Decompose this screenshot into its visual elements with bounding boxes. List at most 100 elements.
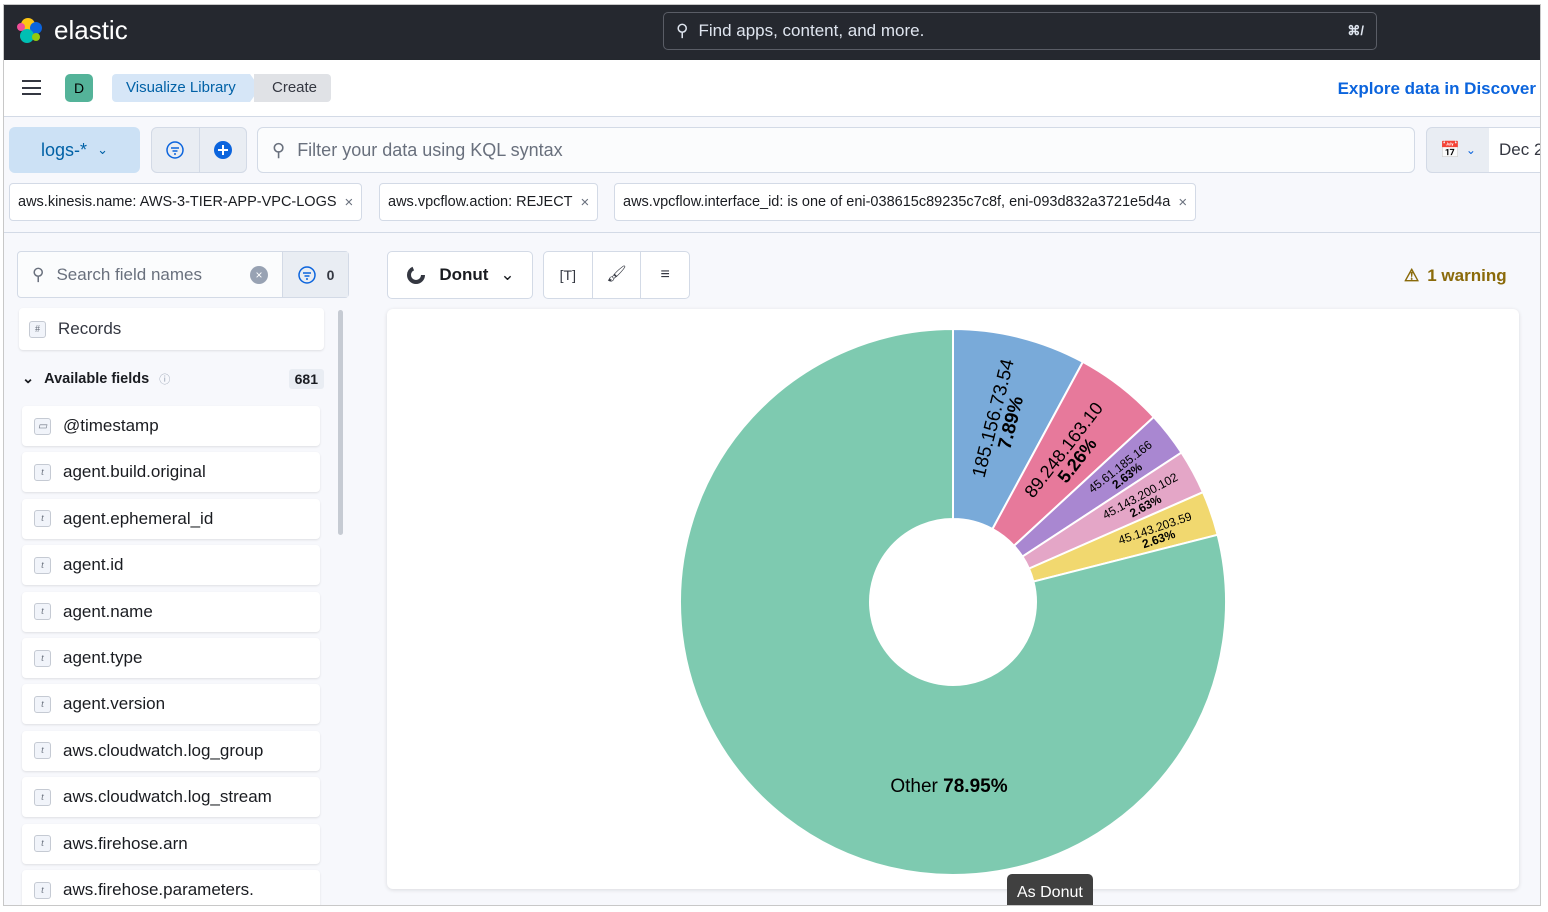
- elastic-logo-icon: [17, 17, 42, 43]
- filter-label: aws.vpcflow.interface_id: is one of eni-…: [623, 194, 1171, 210]
- donut-icon: [407, 266, 426, 284]
- search-placeholder: Find apps, content, and more.: [698, 21, 925, 40]
- field-search[interactable]: ⚲ Search field names × 0: [17, 251, 349, 298]
- field-item[interactable]: t agent.type: [22, 638, 320, 678]
- string-type-icon: t: [34, 649, 51, 667]
- elastic-logo[interactable]: elastic: [16, 15, 128, 46]
- search-icon: ⚲: [272, 139, 286, 160]
- search-icon: ⚲: [676, 21, 689, 40]
- field-item[interactable]: t agent.id: [22, 545, 320, 586]
- field-name: aws.cloudwatch.log_stream: [63, 787, 272, 807]
- add-filter-button[interactable]: [200, 128, 247, 172]
- header-bar: D Visualize Library Create Explore data …: [4, 60, 1540, 117]
- query-bar: logs-* ⌄ ⚲ Filter your data using KQL synt…: [4, 117, 1540, 233]
- brand-name: elastic: [54, 15, 128, 45]
- tooltip: As Donut: [1007, 874, 1093, 905]
- chevron-down-icon: ⌄: [97, 142, 108, 157]
- donut-chart[interactable]: 185.156.73.547.89%89.248.163.105.26%45.6…: [387, 309, 1519, 889]
- global-search-input[interactable]: ⚲ Find apps, content, and more. ⌘/: [663, 12, 1377, 50]
- warning-icon: ⚠: [1404, 266, 1420, 285]
- field-name: agent.version: [63, 694, 166, 714]
- string-type-icon: t: [34, 788, 51, 806]
- string-type-icon: t: [34, 556, 51, 574]
- donut-slice[interactable]: [679, 327, 1227, 876]
- field-item[interactable]: t agent.name: [22, 591, 320, 632]
- available-fields-label: Available fields: [44, 371, 150, 387]
- filter-label: aws.kinesis.name: AWS-3-TIER-APP-VPC-LOG…: [18, 194, 337, 210]
- data-view-label: logs-*: [41, 139, 88, 160]
- chart-panel: 185.156.73.547.89% 89.248.163.105.26% 45.6…: [387, 309, 1519, 889]
- menu-icon[interactable]: [22, 80, 41, 95]
- field-name: agent.id: [63, 555, 124, 575]
- field-item[interactable]: t aws.firehose.parameters.: [22, 870, 320, 905]
- clear-icon[interactable]: ×: [250, 265, 268, 284]
- date-type-icon: ▭: [34, 417, 51, 435]
- field-name: aws.cloudwatch.log_group: [63, 740, 264, 760]
- filter-pill[interactable]: aws.vpcflow.interface_id: is one of eni-…: [614, 183, 1197, 221]
- field-name: agent.name: [63, 601, 153, 621]
- slice-name: Other: [890, 776, 938, 797]
- chevron-down-icon: ⌄: [22, 371, 35, 387]
- chart-type-label: Donut: [439, 265, 489, 284]
- warning-button[interactable]: ⚠ 1 warning: [1404, 266, 1507, 286]
- close-icon[interactable]: ×: [1178, 193, 1188, 211]
- breadcrumb-create: Create: [254, 74, 332, 102]
- app-window: elastic ⚲ Find apps, content, and more. …: [3, 4, 1541, 906]
- help-icon: ⓘ: [159, 374, 171, 386]
- field-name: aws.firehose.parameters.: [63, 880, 254, 899]
- string-type-icon: t: [34, 881, 51, 899]
- field-name: agent.build.original: [63, 462, 206, 482]
- chart-type-selector[interactable]: Donut ⌄: [387, 251, 533, 299]
- chevron-down-icon: ⌄: [1465, 143, 1476, 157]
- string-type-icon: t: [34, 603, 51, 621]
- field-name: agent.ephemeral_id: [63, 508, 214, 528]
- sidebar-scrollbar[interactable]: [338, 310, 343, 535]
- date-start[interactable]: Dec 2: [1489, 128, 1540, 172]
- field-item[interactable]: t agent.ephemeral_id: [22, 498, 320, 539]
- kql-query-input[interactable]: ⚲ Filter your data using KQL syntax: [257, 127, 1415, 173]
- top-bar: elastic ⚲ Find apps, content, and more. …: [4, 5, 1540, 60]
- field-filter-button[interactable]: 0: [282, 252, 348, 297]
- legend-icon[interactable]: ≡: [660, 266, 670, 283]
- chart-options-group: [T] 🖌 ≡: [543, 251, 690, 299]
- number-type-icon: #: [29, 320, 46, 338]
- field-item[interactable]: t agent.build.original: [22, 452, 320, 493]
- slice-percent: 78.95%: [938, 776, 1008, 797]
- field-item[interactable]: t agent.version: [22, 684, 320, 725]
- data-view-selector[interactable]: logs-* ⌄: [9, 127, 140, 173]
- slice-label: Other 78.95%: [890, 776, 1007, 797]
- space-avatar[interactable]: D: [65, 74, 93, 102]
- field-name: Records: [58, 319, 122, 338]
- explore-in-discover-link[interactable]: Explore data in Discover: [1337, 79, 1536, 98]
- calendar-icon: 📅: [1440, 142, 1460, 159]
- filter-menu-button[interactable]: [152, 128, 200, 172]
- filter-pill[interactable]: aws.vpcflow.action: REJECT ×: [379, 183, 599, 221]
- filter-label: aws.vpcflow.action: REJECT: [388, 194, 573, 210]
- date-picker[interactable]: 📅 ⌄ Dec 2: [1426, 127, 1540, 173]
- labels-icon[interactable]: [T]: [544, 252, 593, 298]
- string-type-icon: t: [34, 463, 51, 481]
- close-icon[interactable]: ×: [344, 193, 354, 211]
- paintbrush-icon[interactable]: 🖌: [593, 252, 642, 298]
- close-icon[interactable]: ×: [580, 193, 590, 211]
- available-fields-count: 681: [288, 369, 324, 389]
- available-fields-toggle[interactable]: ⌄ Available fields ⓘ 681: [22, 369, 324, 389]
- field-name: aws.firehose.arn: [63, 833, 188, 853]
- field-item[interactable]: ▭ @timestamp: [22, 406, 320, 446]
- field-search-input[interactable]: Search field names: [56, 264, 202, 284]
- filter-icon: [166, 141, 184, 159]
- field-name: @timestamp: [63, 416, 159, 435]
- filter-count: 0: [326, 266, 335, 283]
- field-item[interactable]: t aws.cloudwatch.log_stream: [22, 777, 320, 818]
- field-item[interactable]: t aws.cloudwatch.log_group: [22, 730, 320, 771]
- warning-label: 1 warning: [1427, 266, 1507, 285]
- field-records[interactable]: # Records: [19, 308, 324, 350]
- string-type-icon: t: [34, 510, 51, 528]
- kql-placeholder: Filter your data using KQL syntax: [297, 139, 563, 160]
- field-item[interactable]: t aws.firehose.arn: [22, 823, 320, 864]
- string-type-icon: t: [34, 835, 51, 853]
- search-icon: ⚲: [32, 264, 45, 284]
- breadcrumb-visualize-library[interactable]: Visualize Library: [112, 74, 260, 102]
- filter-pill[interactable]: aws.kinesis.name: AWS-3-TIER-APP-VPC-LOG…: [9, 183, 363, 221]
- keyboard-shortcut: ⌘/: [1347, 23, 1364, 38]
